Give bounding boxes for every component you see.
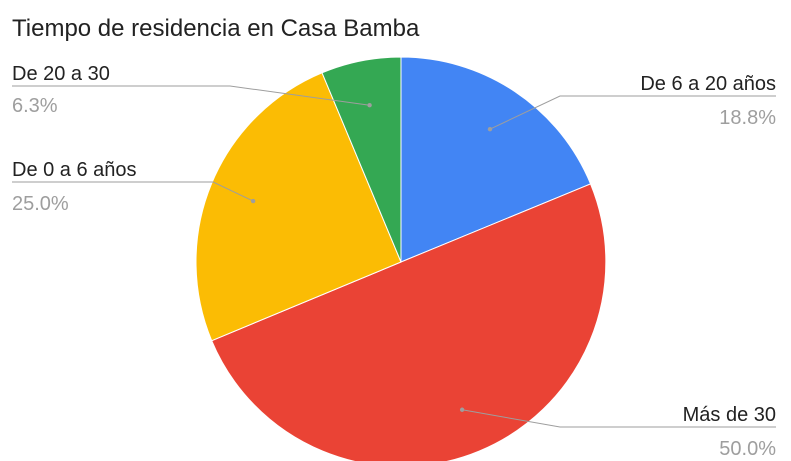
slice-percent-label: 6.3% [12,95,58,117]
slice-label: De 0 a 6 años [12,159,137,181]
pie-slice [211,183,607,461]
chart-title: Tiempo de residencia en Casa Bamba [12,15,420,42]
slice-percent-label: 18.8% [719,107,776,129]
leader-line [462,409,776,428]
slice-label: De 20 a 30 [12,63,110,85]
pie-slice [400,56,592,263]
slice-label: De 6 a 20 años [640,73,776,95]
slice-percent-label: 25.0% [12,193,69,215]
leader-line [489,95,776,130]
leader-line [12,85,370,106]
leader-line [12,181,254,202]
leader-dot [487,126,493,132]
pie-slice [321,56,402,263]
pie-slices [195,56,607,461]
slice-percent-label: 50.0% [719,438,776,460]
slice-label: Más de 30 [683,404,776,426]
slice-labels: De 6 a 20 años 18.8% Más de 30 50.0% De 0 a … [12,63,776,460]
